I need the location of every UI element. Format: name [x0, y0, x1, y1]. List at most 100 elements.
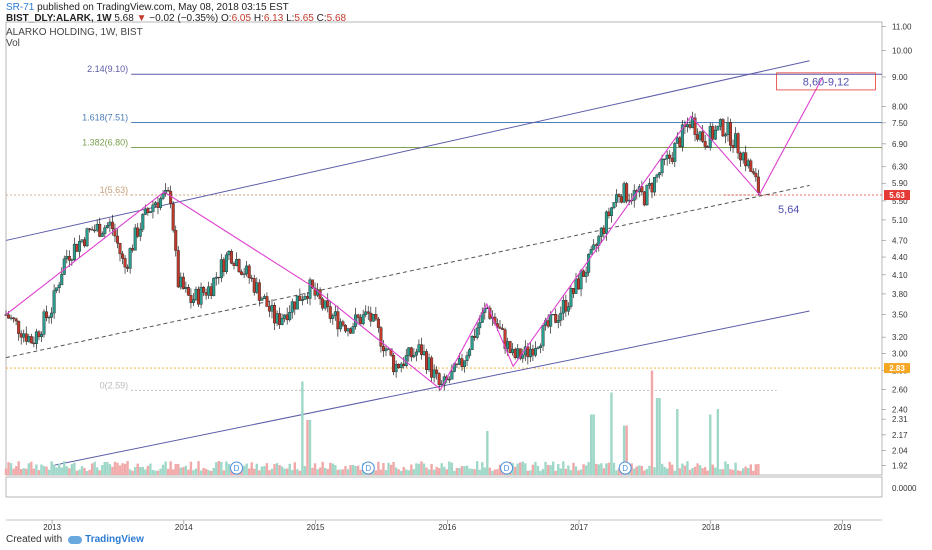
x-tick-label: 2013 — [43, 523, 61, 532]
close-value: 5.68 — [326, 13, 347, 24]
tradingview-logo[interactable]: TradingView — [68, 534, 144, 545]
volume-bar — [209, 470, 213, 475]
volume-bar — [220, 461, 223, 475]
volume-bar — [298, 470, 302, 475]
volume-bar — [123, 463, 127, 475]
candle-body — [12, 317, 16, 320]
candle-body — [422, 351, 426, 355]
volume-bar — [412, 469, 416, 475]
cloud-icon — [68, 535, 83, 544]
volume-bar — [584, 465, 588, 475]
candle-body — [169, 190, 173, 205]
y-tick-label: 1.92 — [892, 462, 908, 471]
channel-line — [5, 60, 810, 241]
candle-body — [361, 314, 365, 325]
volume-bar — [430, 463, 433, 475]
volume-bar — [22, 468, 25, 475]
candle-body — [100, 233, 104, 237]
candle-body — [341, 321, 345, 326]
candle-body — [4, 314, 8, 316]
candle-body — [331, 315, 335, 319]
volume-bar — [174, 463, 177, 475]
volume-bar — [88, 469, 91, 475]
candle-body — [539, 345, 543, 348]
volume-bar — [600, 463, 603, 475]
volume-bar — [754, 464, 758, 475]
volume-bar — [318, 467, 322, 475]
volume-bar — [70, 464, 74, 475]
volume-bar — [207, 470, 210, 475]
volume-bar — [161, 464, 165, 475]
volume-bar — [739, 470, 742, 475]
volume-bar — [747, 467, 750, 475]
candle-body — [751, 171, 755, 174]
volume-bar — [589, 414, 593, 475]
candle-body — [675, 137, 679, 144]
candle-body — [397, 363, 401, 368]
volume-bar — [741, 468, 745, 475]
volume-bar — [306, 420, 309, 475]
candle-body — [275, 313, 279, 324]
candle-body — [569, 288, 573, 307]
volume-bar — [425, 467, 428, 475]
candle-body — [161, 193, 165, 199]
candle-body — [620, 196, 624, 203]
y-tick-label: 4.10 — [892, 271, 908, 280]
volume-bar — [714, 467, 717, 475]
candle-body — [252, 278, 256, 293]
candle-body — [207, 286, 211, 296]
candle-body — [746, 160, 750, 167]
lower-axis-tick: 0.0000 — [892, 484, 917, 493]
author-link[interactable]: SR-71 — [6, 2, 35, 13]
dividend-marker — [230, 461, 244, 475]
candle-body — [546, 320, 550, 327]
volume-bar — [415, 463, 418, 475]
candle-body — [267, 306, 271, 312]
volume-bar — [169, 461, 172, 475]
volume-bar — [513, 466, 517, 475]
candle-body — [754, 172, 758, 178]
candle-body — [478, 322, 482, 329]
candle-body — [336, 311, 340, 330]
volume-bar — [128, 469, 132, 475]
volume-bar — [182, 467, 185, 475]
volume-bar — [612, 462, 616, 475]
candle-body — [7, 314, 11, 319]
volume-bar — [14, 466, 18, 475]
candle-body — [303, 296, 307, 300]
candle-body — [450, 371, 454, 380]
dividend-label: D — [234, 464, 240, 473]
candle-body — [118, 243, 122, 255]
volume-bar — [544, 461, 547, 475]
ohlc-line: BIST_DLY:ALARK, 1W 5.68 ▼ −0.02 (−0.35%)… — [6, 13, 346, 24]
price-badge — [884, 363, 910, 374]
volume-bar — [113, 461, 117, 475]
candle-body — [60, 274, 64, 286]
candle-body — [531, 348, 535, 356]
volume-bar — [7, 462, 10, 475]
volume-bar — [579, 469, 583, 475]
candle-body — [283, 314, 287, 319]
price-change: −0.02 (−0.35%) — [149, 13, 219, 24]
volume-bar — [136, 463, 139, 475]
volume-bar — [562, 461, 565, 475]
candle-body — [663, 158, 667, 160]
candle-body — [414, 351, 418, 356]
candle-body — [376, 318, 380, 328]
volume-bar — [546, 465, 550, 475]
candle-body — [174, 230, 178, 251]
candle-body — [713, 129, 717, 140]
volume-bar — [635, 466, 638, 475]
volume-bar — [448, 461, 451, 475]
volume-bar — [189, 461, 193, 475]
target-box — [776, 72, 876, 91]
candle-body — [430, 357, 434, 378]
volume-bar — [663, 466, 666, 475]
volume-bar — [331, 463, 334, 475]
y-tick-label: 5.50 — [892, 197, 908, 206]
candle-body — [468, 349, 472, 356]
volume-bar — [394, 467, 398, 475]
candle-body — [194, 288, 198, 300]
symbol-name: BIST_DLY:ALARK, 1W — [6, 13, 112, 24]
